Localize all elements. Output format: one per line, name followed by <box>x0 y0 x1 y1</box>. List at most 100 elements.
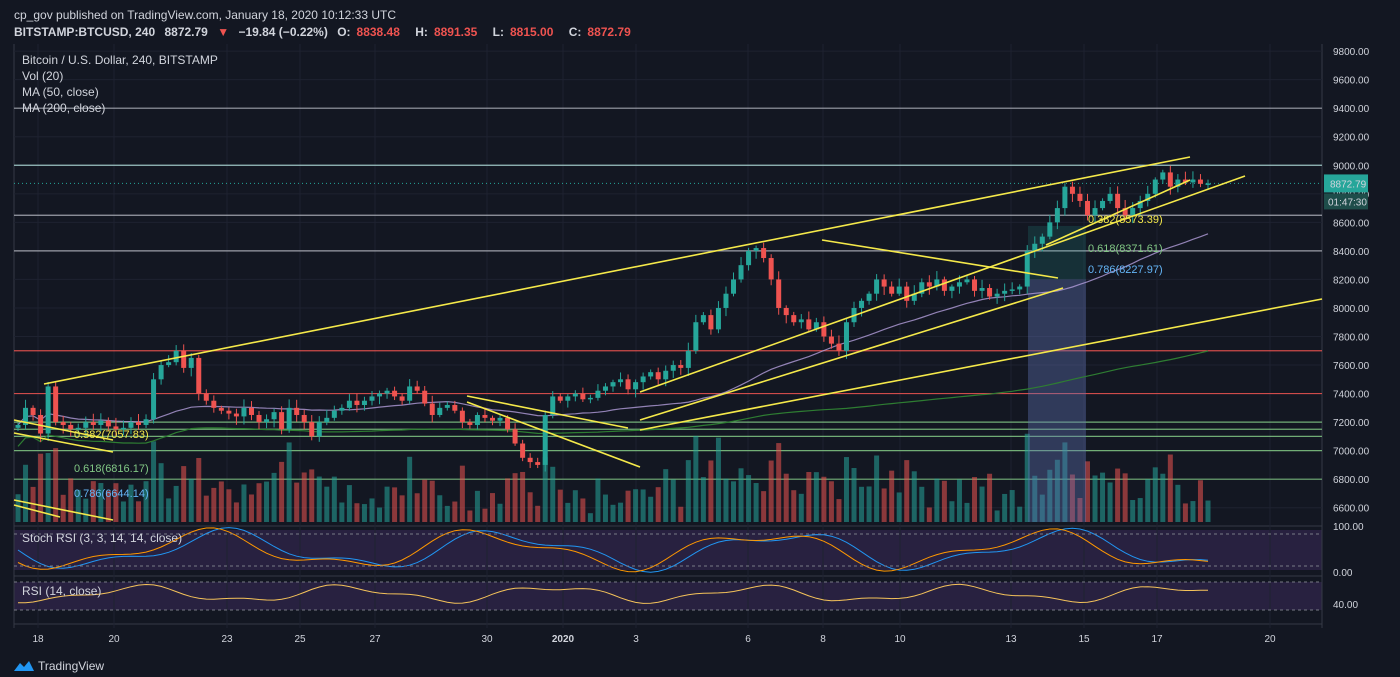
legend-rsi[interactable]: RSI (14, close) <box>22 584 102 598</box>
high-label: H: <box>415 25 428 39</box>
price-tick-label: 8600.00 <box>1333 218 1370 229</box>
close-value: 8872.79 <box>587 25 631 39</box>
candle-body <box>218 407 224 411</box>
candle-body <box>407 386 413 401</box>
volume-bar <box>459 465 465 522</box>
volume-bar <box>889 470 895 522</box>
high-value: 8891.35 <box>433 25 478 39</box>
candle-body <box>557 396 563 401</box>
stoch-band <box>14 530 1322 570</box>
countdown-tag <box>1324 193 1368 210</box>
volume-bar <box>791 490 797 522</box>
volume-bar <box>738 468 744 522</box>
volume-bar <box>1205 500 1211 522</box>
volume-bar <box>776 443 782 522</box>
legend-stoch-rsi[interactable]: Stoch RSI (3, 3, 14, 14, close) <box>22 531 183 545</box>
volume-bar <box>843 457 849 522</box>
volume-bar <box>602 494 608 522</box>
candle-body <box>75 427 81 430</box>
volume-bar <box>700 477 706 522</box>
tradingview-logo[interactable]: TradingView <box>14 659 104 673</box>
candle-body <box>444 404 450 408</box>
candle-body <box>1130 208 1136 216</box>
candle-body <box>987 287 993 297</box>
candle-body <box>1077 193 1083 201</box>
legend-ma50[interactable]: MA (50, close) <box>22 85 99 99</box>
trendline-1 <box>13 432 114 453</box>
candle-body <box>1190 179 1196 183</box>
candle-body <box>821 322 827 337</box>
candle-body <box>768 258 774 280</box>
volume-bar <box>1017 506 1023 522</box>
candle-body <box>105 420 111 427</box>
candle-body <box>693 322 699 351</box>
volume-bar <box>1062 442 1068 522</box>
candle-body <box>188 357 194 368</box>
price-tick-label: 8000.00 <box>1333 304 1370 315</box>
legend-ma200[interactable]: MA (200, close) <box>22 101 106 115</box>
candle-body <box>934 279 940 287</box>
stoch-tick-label: 100.00 <box>1333 522 1364 533</box>
volume-bar <box>587 513 593 522</box>
candle-body <box>941 279 947 291</box>
volume-bar <box>798 493 804 522</box>
candle-body <box>633 382 639 390</box>
volume-bar <box>279 461 285 522</box>
volume-bar <box>610 504 616 522</box>
volume-bar <box>828 481 834 522</box>
trendline-11 <box>1045 179 1191 246</box>
candle-body <box>143 419 149 425</box>
volume-bar <box>941 480 947 522</box>
symbol-name[interactable]: BITSTAMP:BTCUSD, 240 <box>14 25 156 39</box>
candle-body <box>618 379 624 383</box>
candle-body <box>414 386 420 391</box>
volume-bar <box>60 494 66 522</box>
volume-bar <box>45 453 51 522</box>
time-tick-label: 6 <box>745 634 751 645</box>
volume-bar <box>1024 433 1030 522</box>
candle-body <box>377 393 383 397</box>
candle-body <box>467 422 473 425</box>
volume-bar <box>896 492 902 522</box>
candle-body <box>226 410 232 414</box>
volume-bar <box>256 483 262 522</box>
candle-body <box>753 248 759 251</box>
volume-bar <box>1167 454 1173 522</box>
price-tick-label: 7800.00 <box>1333 333 1370 344</box>
volume-bar <box>919 486 925 522</box>
chart-title[interactable]: Bitcoin / U.S. Dollar, 240, BITSTAMP <box>22 53 218 67</box>
candle-body <box>68 424 74 430</box>
volume-bar <box>75 489 81 522</box>
candle-body <box>384 390 390 394</box>
volume-bar <box>1175 484 1181 522</box>
candle-body <box>331 410 337 418</box>
time-tick-label: 27 <box>369 634 381 645</box>
volume-bar <box>1130 500 1136 522</box>
price-tick-label: 6800.00 <box>1333 475 1370 486</box>
candle-body <box>429 403 435 415</box>
candle-body <box>369 396 375 401</box>
trendline-3 <box>639 175 1246 393</box>
volume-bar <box>489 493 495 522</box>
volume-bar <box>821 476 827 522</box>
volume-bar <box>1160 473 1166 522</box>
candle-body <box>994 293 1000 297</box>
volume-bar <box>1084 461 1090 522</box>
volume-bar <box>264 481 270 522</box>
volume-bar <box>934 478 940 522</box>
time-tick-label: 10 <box>894 634 906 645</box>
candle-body <box>264 419 270 423</box>
candle-body <box>482 414 488 418</box>
legend-vol[interactable]: Vol (20) <box>22 69 64 83</box>
candle-body <box>459 410 465 423</box>
volume-bar <box>1092 475 1098 522</box>
candle-body <box>926 282 932 287</box>
volume-bar <box>994 510 1000 522</box>
candle-body <box>866 293 872 301</box>
low-label: L: <box>492 25 504 39</box>
price-tick-label: 8200.00 <box>1333 275 1370 286</box>
volume-bar <box>354 503 360 522</box>
price-tick-label: 9400.00 <box>1333 104 1370 115</box>
volume-bar <box>633 489 639 522</box>
